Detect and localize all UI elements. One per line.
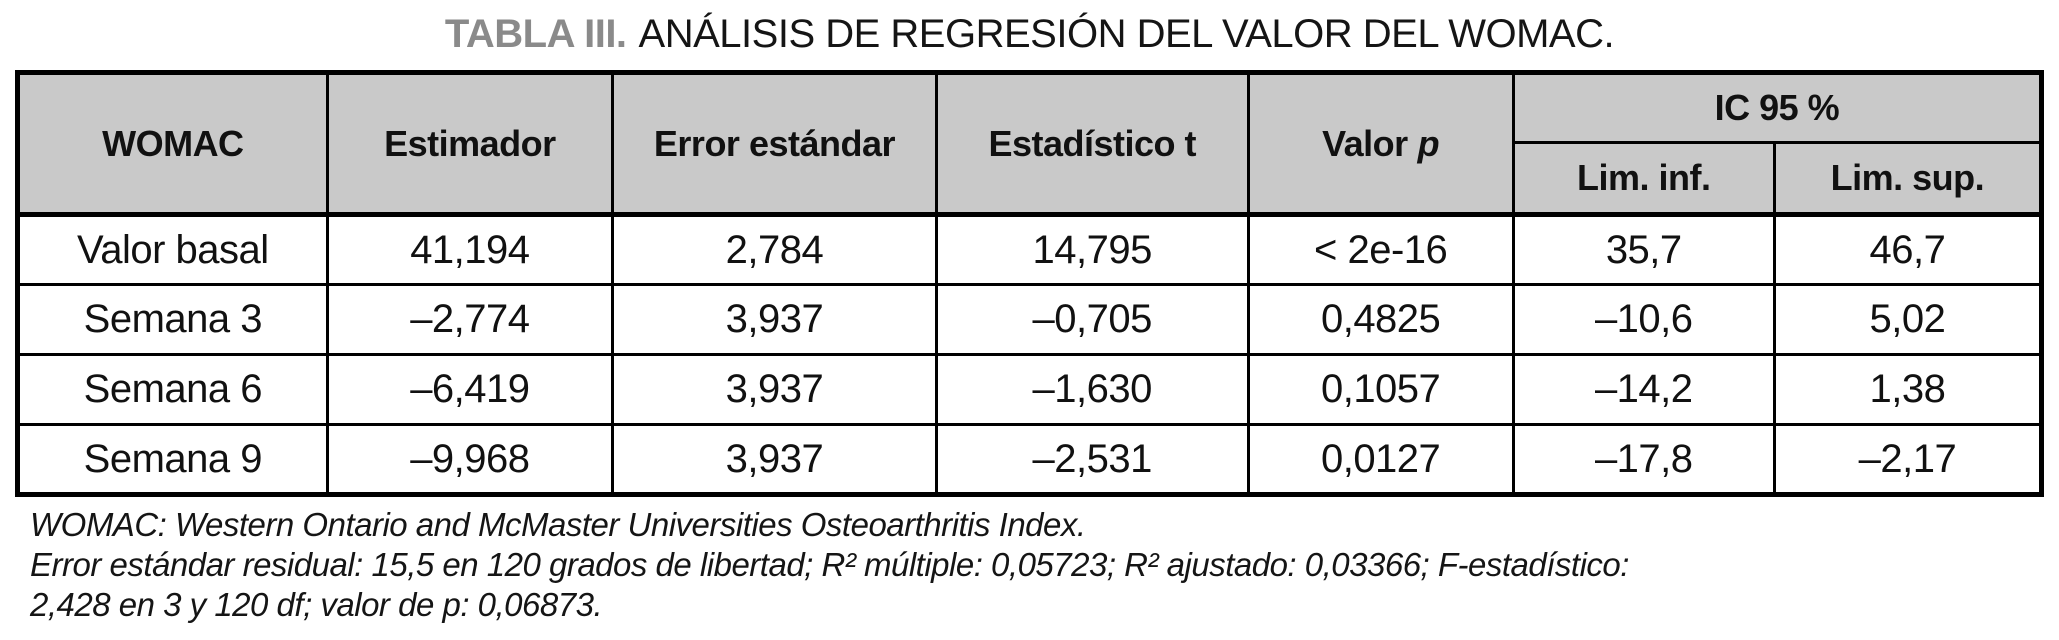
table-cell: 2,784	[611, 213, 938, 286]
table-cell: 14,795	[934, 213, 1250, 286]
col-header-lim-inf: Lim. inf.	[1511, 141, 1776, 216]
col-header-estadistico-t: Estadístico t	[934, 71, 1250, 216]
table-cell: 5,02	[1772, 283, 2044, 356]
footnote-womac-definition: WOMAC: Western Ontario and McMaster Univ…	[30, 506, 1086, 543]
table-cell: 46,7	[1772, 213, 2044, 286]
col-header-womac: WOMAC	[16, 71, 329, 216]
table-cell: Semana 9	[16, 423, 329, 496]
table-cell: 0,0127	[1246, 423, 1515, 496]
table-cell: 3,937	[611, 283, 938, 356]
table-cell: < 2e-16	[1246, 213, 1515, 286]
table-cell: –1,630	[934, 353, 1250, 426]
table-cell: Semana 6	[16, 353, 329, 426]
table-row-valor-basal: Valor basal 41,194 2,784 14,795 < 2e-16 …	[16, 213, 2044, 286]
table-cell: 35,7	[1511, 213, 1776, 286]
table-row-semana-6: Semana 6 –6,419 3,937 –1,630 0,1057 –14,…	[16, 353, 2044, 426]
valor-p-prefix: Valor	[1322, 122, 1408, 164]
col-header-lim-sup: Lim. sup.	[1772, 141, 2044, 216]
table-cell: 3,937	[611, 423, 938, 496]
table-row-semana-3: Semana 3 –2,774 3,937 –0,705 0,4825 –10,…	[16, 283, 2044, 356]
table-cell: –2,531	[934, 423, 1250, 496]
table-cell: 1,38	[1772, 353, 2044, 426]
table-cell: –2,17	[1772, 423, 2044, 496]
table-cell: –14,2	[1511, 353, 1776, 426]
table-cell: –6,419	[325, 353, 615, 426]
table-cell: –10,6	[1511, 283, 1776, 356]
col-header-error-estandar: Error estándar	[611, 71, 938, 216]
table-caption: TABLA III. ANÁLISIS DE REGRESIÓN DEL VALO…	[0, 0, 2059, 60]
table-cell: –9,968	[325, 423, 615, 496]
table-cell: 41,194	[325, 213, 615, 286]
regression-table: WOMAC Estimador Error estándar Estadísti…	[15, 70, 2044, 497]
table-cell: 3,937	[611, 353, 938, 426]
header-row-sub: Lim. inf. Lim. sup.	[18, 141, 2044, 216]
table-cell: Valor basal	[16, 213, 329, 286]
table-caption-label: TABLA III.	[444, 12, 627, 56]
valor-p-italic: p	[1417, 122, 1440, 164]
table-cell: Semana 3	[16, 283, 329, 356]
col-header-ic95: IC 95 %	[1511, 71, 2044, 144]
col-header-valor-p: Valor p	[1246, 71, 1515, 216]
table-cell: 0,1057	[1246, 353, 1515, 426]
footnote-model-stats-line2: 2,428 en 3 y 120 df; valor de p: 0,06873…	[30, 586, 603, 623]
table-cell: –17,8	[1511, 423, 1776, 496]
table-caption-text: ANÁLISIS DE REGRESIÓN DEL VALOR DEL WOMA…	[638, 12, 1615, 56]
col-header-estimador: Estimador	[325, 71, 615, 216]
table-cell: 0,4825	[1246, 283, 1515, 356]
table-header: WOMAC Estimador Error estándar Estadísti…	[16, 71, 2044, 216]
table-row-semana-9: Semana 9 –9,968 3,937 –2,531 0,0127 –17,…	[16, 423, 2044, 496]
table-body: Valor basal 41,194 2,784 14,795 < 2e-16 …	[16, 213, 2044, 496]
header-row-top: WOMAC Estimador Error estándar Estadísti…	[16, 71, 2044, 216]
table-cell: –0,705	[934, 283, 1250, 356]
table-cell: –2,774	[325, 283, 615, 356]
footnote-model-stats-line1: Error estándar residual: 15,5 en 120 gra…	[30, 546, 1629, 583]
table-footnotes: WOMAC: Western Ontario and McMaster Univ…	[30, 505, 2059, 625]
